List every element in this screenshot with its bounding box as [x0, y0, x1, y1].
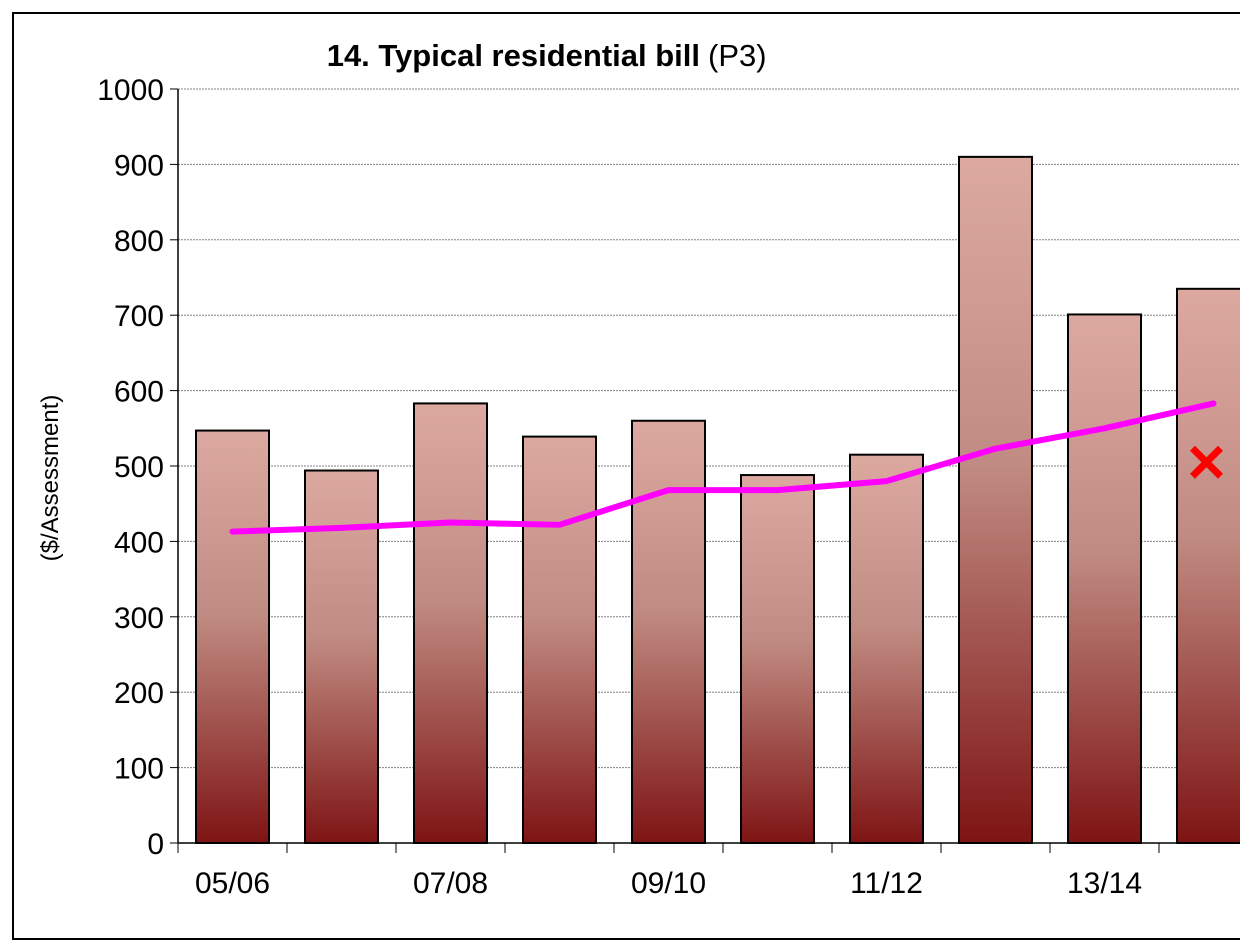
y-tick-label: 300	[114, 602, 164, 635]
chart-svg: 14. Typical residential bill (P3) ($/Ass…	[37, 38, 1240, 900]
bar-series	[195, 155, 1240, 845]
y-axis-label: ($/Assessment)	[37, 395, 64, 562]
y-tick-label: 0	[147, 828, 164, 861]
bar	[1176, 287, 1240, 844]
x-tick-label: 07/08	[413, 867, 488, 900]
trend-line-series	[229, 400, 1217, 535]
x-marker	[1190, 445, 1223, 479]
bar	[740, 474, 815, 844]
bar	[195, 429, 270, 844]
chart-frame: 14. Typical residential bill (P3) ($/Ass…	[12, 12, 1240, 940]
y-axis-ticks: 0 100 200 300 400 500 600 700 800 900 1000	[97, 74, 178, 861]
bar	[1067, 313, 1142, 845]
axes	[177, 89, 1240, 844]
y-tick-label: 200	[114, 677, 164, 710]
trend-line	[229, 400, 1217, 535]
bar	[522, 435, 597, 844]
gridlines	[178, 88, 1240, 769]
bar	[849, 453, 924, 844]
bar	[304, 469, 379, 844]
bar	[631, 419, 706, 844]
x-tick-label: 11/12	[850, 867, 923, 900]
x-tick-label: 05/06	[195, 867, 270, 900]
y-tick-label: 100	[114, 753, 164, 786]
x-tick-label: 09/10	[631, 867, 706, 900]
bar	[413, 402, 488, 844]
y-tick-label: 700	[114, 300, 164, 333]
y-tick-label: 800	[114, 225, 164, 258]
bar	[958, 155, 1033, 845]
x-marker-stroke	[1190, 445, 1223, 479]
y-tick-label: 500	[114, 451, 164, 484]
y-tick-label: 900	[114, 149, 164, 182]
y-tick-label: 600	[114, 376, 164, 409]
chart-subtitle: (P3)	[708, 38, 767, 73]
chart-title: 14. Typical residential bill	[327, 38, 700, 73]
x-axis-ticks: 05/06 07/08 09/10 11/12 13/14	[177, 843, 1160, 900]
y-tick-label: 1000	[97, 74, 164, 107]
marker-series	[1190, 445, 1223, 479]
x-tick-label: 13/14	[1067, 867, 1142, 900]
y-tick-label: 400	[114, 526, 164, 559]
